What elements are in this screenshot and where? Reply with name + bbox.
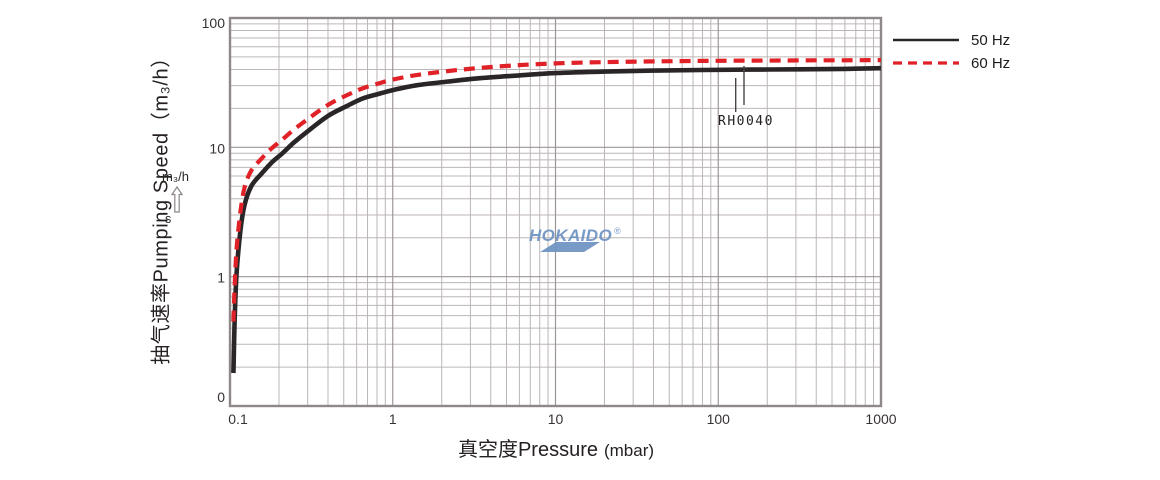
x-axis-label: 真空度Pressure	[457, 439, 598, 461]
x-tick-label: 10	[548, 411, 564, 427]
up-arrow-icon	[171, 186, 183, 213]
x-axis-title: 真空度Pressure (mbar)	[458, 433, 654, 462]
hokaido-logo-text: HOKAIDO	[529, 226, 613, 245]
x-tick-label: 1	[389, 411, 397, 427]
x-tick-label: 0.1	[228, 411, 248, 427]
x-axis-unit: (mbar)	[603, 441, 655, 460]
solid-line-swatch-icon	[893, 38, 959, 42]
legend: 50 Hz 60 Hz	[892, 30, 1010, 73]
curve-60hz	[231, 58, 882, 322]
y-axis-title: 抽气速率Pumping Speed（m₃/h）	[150, 47, 173, 365]
logo-swoosh-icon	[540, 242, 600, 252]
legend-label-50hz: 50 Hz	[971, 31, 1011, 49]
y-tick-label: 100	[202, 15, 226, 31]
curve-50hz	[231, 65, 882, 374]
dashed-line-swatch-icon	[893, 61, 959, 65]
x-tick-label: 100	[707, 411, 731, 427]
y-tick-label: 10	[209, 140, 225, 156]
legend-item-50hz: 50 Hz	[892, 30, 1010, 50]
x-tick-label: 1000	[865, 411, 896, 427]
y-tick-label: 0	[217, 389, 225, 405]
unit-note-numerator: m₃/h	[162, 169, 189, 184]
registered-trademark-icon: ®	[614, 226, 621, 236]
y-tick-label: 1	[217, 270, 225, 286]
hokaido-logo: HOKAIDO ®	[529, 226, 639, 256]
plot-frame	[228, 16, 883, 408]
model-label: RH0040	[718, 114, 774, 129]
legend-label-60hz: 60 Hz	[971, 54, 1011, 72]
legend-item-60hz: 60 Hz	[892, 53, 1010, 73]
unit-note-denominator: s	[165, 212, 172, 226]
